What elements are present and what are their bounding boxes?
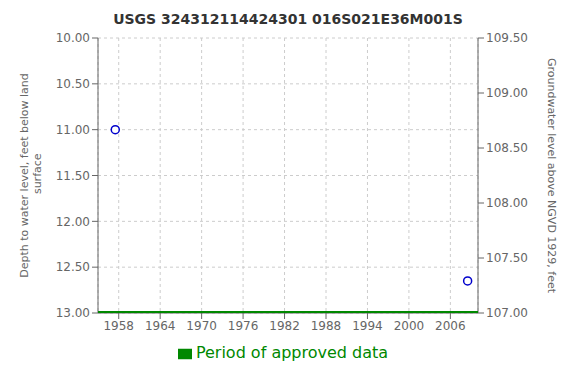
svg-text:10.00: 10.00 — [56, 31, 90, 45]
svg-text:12.50: 12.50 — [56, 260, 90, 274]
svg-text:12.00: 12.00 — [56, 215, 90, 229]
html-text:USGS 324312114424301 016S021E3: USGS 324312114424301 016S021E36M001S — [113, 11, 463, 27]
svg-text:Groundwater level above NGVD 1: Groundwater level above NGVD 1929, feet — [545, 58, 558, 294]
svg-text:108.50: 108.50 — [486, 141, 528, 155]
svg-text:107.00: 107.00 — [486, 306, 528, 320]
svg-text:11.00: 11.00 — [56, 123, 90, 137]
svg-text:109.00: 109.00 — [486, 86, 528, 100]
svg-text:1970: 1970 — [186, 319, 217, 333]
svg-text:11.50: 11.50 — [56, 169, 90, 183]
svg-text:107.50: 107.50 — [486, 251, 528, 265]
svg-text:1994: 1994 — [352, 319, 383, 333]
svg-text:109.50: 109.50 — [486, 31, 528, 45]
svg-text:1964: 1964 — [145, 319, 176, 333]
svg-text:1958: 1958 — [103, 319, 134, 333]
svg-text:1976: 1976 — [228, 319, 259, 333]
html-text:Period of approved data: Period of approved data — [195, 343, 389, 362]
svg-text:13.00: 13.00 — [56, 306, 90, 320]
svg-text:2000: 2000 — [394, 319, 425, 333]
svg-text:10.50: 10.50 — [56, 77, 90, 91]
svg-text:1988: 1988 — [311, 319, 342, 333]
svg-text:2006: 2006 — [435, 319, 466, 333]
svg-text:Depth to water level, feet bel: Depth to water level, feet below land su… — [18, 73, 44, 278]
svg-text:108.00: 108.00 — [486, 196, 528, 210]
svg-text:1982: 1982 — [269, 319, 300, 333]
